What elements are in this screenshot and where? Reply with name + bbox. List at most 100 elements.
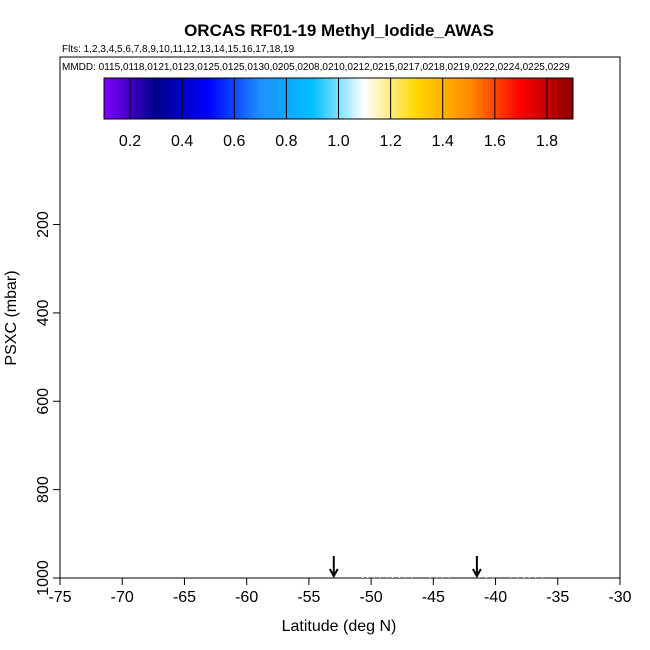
colorbar-tick-label: 1.2	[379, 133, 401, 150]
sample-point	[473, 291, 481, 300]
sample-point	[317, 452, 326, 461]
x-tick-label: -55	[297, 589, 320, 606]
y-tick-label: 800	[35, 476, 52, 503]
sample-point	[417, 326, 425, 335]
sample-point	[68, 331, 77, 339]
sample-point	[305, 563, 313, 571]
sample-point	[354, 216, 363, 224]
sample-point	[354, 472, 363, 481]
sample-point	[87, 273, 95, 282]
sample-point	[242, 278, 251, 286]
sample-point	[156, 485, 165, 494]
sample-point	[379, 379, 388, 388]
sample-point	[124, 556, 133, 565]
sample-point	[108, 490, 117, 498]
sample-point	[286, 313, 295, 322]
sample-point	[329, 366, 338, 375]
sample-point	[164, 534, 173, 543]
sample-point	[115, 393, 124, 401]
sample-point	[99, 271, 108, 279]
sample-point	[186, 529, 195, 538]
sample-point	[224, 485, 232, 494]
sample-point	[108, 552, 117, 560]
plot-frame	[59, 56, 621, 579]
sample-point	[441, 441, 450, 450]
sample-point	[211, 547, 220, 556]
sample-point	[547, 216, 556, 224]
sample-point	[504, 476, 512, 485]
sample-point	[224, 284, 232, 293]
sample-point	[130, 317, 139, 326]
sample-point	[429, 574, 438, 578]
sample-point	[130, 428, 139, 437]
sample-point	[504, 362, 512, 370]
sample-point	[535, 216, 543, 224]
sample-point	[124, 322, 133, 331]
sample-point	[473, 459, 481, 467]
sample-point	[230, 450, 239, 459]
sample-point	[491, 468, 500, 476]
sample-point	[323, 556, 332, 565]
sample-point	[491, 286, 500, 295]
sample-point	[186, 370, 195, 379]
sample-point	[410, 569, 419, 578]
sample-point	[62, 401, 71, 410]
sample-point	[161, 298, 170, 306]
sample-point	[336, 468, 344, 476]
sample-point	[105, 485, 114, 494]
sample-point	[149, 302, 158, 311]
sample-point	[541, 300, 550, 308]
sample-point	[174, 468, 183, 476]
sample-point	[74, 251, 83, 260]
sample-point	[249, 216, 257, 224]
sample-point	[168, 353, 176, 361]
sample-point	[417, 432, 425, 441]
sample-point	[168, 291, 176, 300]
sample-point	[97, 457, 105, 465]
colorbar-tick-label: 0.8	[275, 133, 297, 150]
sample-point	[230, 379, 239, 388]
sample-point	[83, 300, 92, 308]
sample-point	[342, 565, 351, 574]
y-tick-label: 200	[35, 211, 52, 238]
sample-point	[236, 558, 245, 567]
sample-point	[479, 370, 487, 379]
sample-point	[68, 518, 77, 527]
colorbar-tick-label: 1.6	[484, 133, 506, 150]
sample-point	[510, 216, 519, 224]
sample-point	[261, 393, 270, 401]
sample-point	[441, 574, 450, 578]
sample-point	[217, 353, 226, 361]
sample-point	[423, 397, 431, 406]
sample-point	[163, 512, 171, 520]
sample-point	[174, 558, 183, 567]
x-tick-label: -30	[608, 589, 631, 606]
sample-point	[286, 304, 295, 313]
sample-point	[460, 512, 469, 520]
sample-point	[336, 379, 344, 388]
sample-point	[242, 415, 251, 423]
sample-point	[170, 238, 179, 247]
x-axis: -75 -70 -65 -60 -55 -50 -45 -40 -35 -30	[48, 578, 632, 606]
arrow-head	[472, 568, 482, 579]
sample-point	[217, 216, 226, 224]
sample-point	[74, 558, 83, 567]
sample-point	[180, 563, 189, 571]
sample-point	[510, 282, 519, 291]
sample-point	[211, 306, 220, 315]
sample-point	[385, 335, 394, 344]
sample-point	[155, 459, 164, 467]
sample-point	[173, 373, 181, 381]
sample-point	[99, 304, 108, 313]
sample-point	[105, 554, 114, 562]
sample-point	[373, 485, 382, 494]
sample-point	[479, 574, 487, 578]
sample-point	[535, 490, 543, 498]
sample-point	[543, 216, 552, 224]
sample-point	[249, 384, 257, 392]
sample-point	[522, 571, 531, 578]
sample-point	[529, 216, 537, 224]
sample-point	[81, 339, 89, 348]
sample-point	[273, 432, 282, 441]
sample-point	[466, 379, 475, 388]
